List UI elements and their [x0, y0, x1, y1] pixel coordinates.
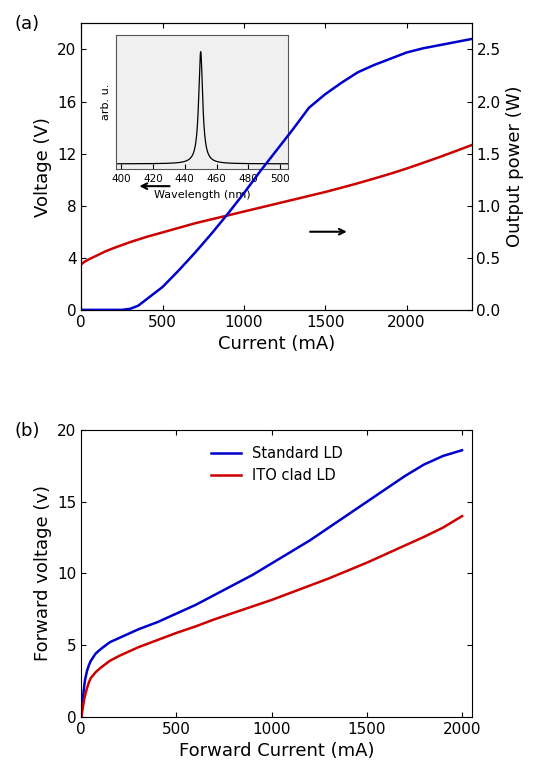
ITO clad LD — [86, 678, 92, 687]
Line: ITO clad LD: ITO clad LD — [81, 516, 462, 717]
ITO clad LD — [116, 651, 122, 661]
Standard LD — [364, 497, 370, 506]
ITO clad LD — [364, 558, 370, 567]
Standard LD — [211, 590, 218, 600]
Standard LD — [440, 451, 446, 460]
ITO clad LD — [459, 512, 465, 521]
Standard LD — [135, 625, 141, 634]
ITO clad LD — [230, 608, 237, 618]
Standard LD — [173, 609, 180, 619]
Standard LD — [97, 645, 104, 654]
Text: (b): (b) — [15, 421, 41, 439]
ITO clad LD — [81, 695, 87, 704]
ITO clad LD — [173, 628, 180, 637]
ITO clad LD — [345, 566, 351, 575]
ITO clad LD — [440, 523, 446, 532]
Standard LD — [268, 559, 275, 568]
ITO clad LD — [78, 712, 85, 721]
Standard LD — [287, 548, 294, 557]
Standard LD — [345, 510, 351, 520]
Y-axis label: Forward voltage (v): Forward voltage (v) — [34, 485, 51, 661]
Standard LD — [383, 485, 389, 494]
Standard LD — [78, 712, 85, 721]
Standard LD — [421, 460, 427, 469]
Standard LD — [80, 690, 87, 700]
Legend: Standard LD, ITO clad LD: Standard LD, ITO clad LD — [205, 440, 349, 489]
ITO clad LD — [249, 601, 256, 611]
Y-axis label: Voltage (V): Voltage (V) — [34, 117, 51, 217]
Standard LD — [154, 618, 160, 627]
ITO clad LD — [211, 615, 218, 624]
Standard LD — [459, 446, 465, 455]
ITO clad LD — [79, 707, 86, 716]
Standard LD — [230, 580, 237, 590]
Text: (a): (a) — [15, 15, 40, 33]
Standard LD — [86, 661, 92, 670]
ITO clad LD — [80, 700, 87, 710]
ITO clad LD — [402, 541, 408, 550]
Standard LD — [88, 656, 94, 665]
Standard LD — [192, 601, 199, 610]
X-axis label: Current (mA): Current (mA) — [218, 335, 335, 354]
ITO clad LD — [268, 595, 275, 605]
X-axis label: Forward Current (mA): Forward Current (mA) — [179, 742, 374, 760]
Standard LD — [84, 666, 91, 675]
Standard LD — [326, 523, 332, 532]
ITO clad LD — [97, 663, 104, 672]
ITO clad LD — [383, 549, 389, 559]
ITO clad LD — [135, 643, 141, 652]
ITO clad LD — [154, 636, 160, 645]
Standard LD — [79, 700, 86, 710]
Line: Standard LD: Standard LD — [81, 450, 462, 717]
ITO clad LD — [82, 690, 88, 700]
Y-axis label: Output power (W): Output power (W) — [506, 86, 524, 248]
Standard LD — [116, 633, 122, 643]
ITO clad LD — [88, 673, 94, 682]
Standard LD — [81, 682, 87, 691]
ITO clad LD — [92, 668, 99, 677]
Standard LD — [306, 536, 313, 545]
Standard LD — [249, 570, 256, 580]
ITO clad LD — [107, 656, 113, 665]
ITO clad LD — [326, 574, 332, 583]
ITO clad LD — [192, 622, 199, 631]
Standard LD — [92, 649, 99, 658]
Standard LD — [82, 675, 88, 684]
ITO clad LD — [287, 588, 294, 597]
ITO clad LD — [306, 581, 313, 590]
ITO clad LD — [84, 683, 91, 693]
Standard LD — [402, 471, 408, 481]
Standard LD — [107, 637, 113, 647]
ITO clad LD — [421, 532, 427, 541]
